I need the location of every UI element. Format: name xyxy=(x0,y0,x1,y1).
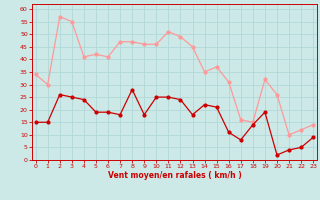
X-axis label: Vent moyen/en rafales ( km/h ): Vent moyen/en rafales ( km/h ) xyxy=(108,171,241,180)
